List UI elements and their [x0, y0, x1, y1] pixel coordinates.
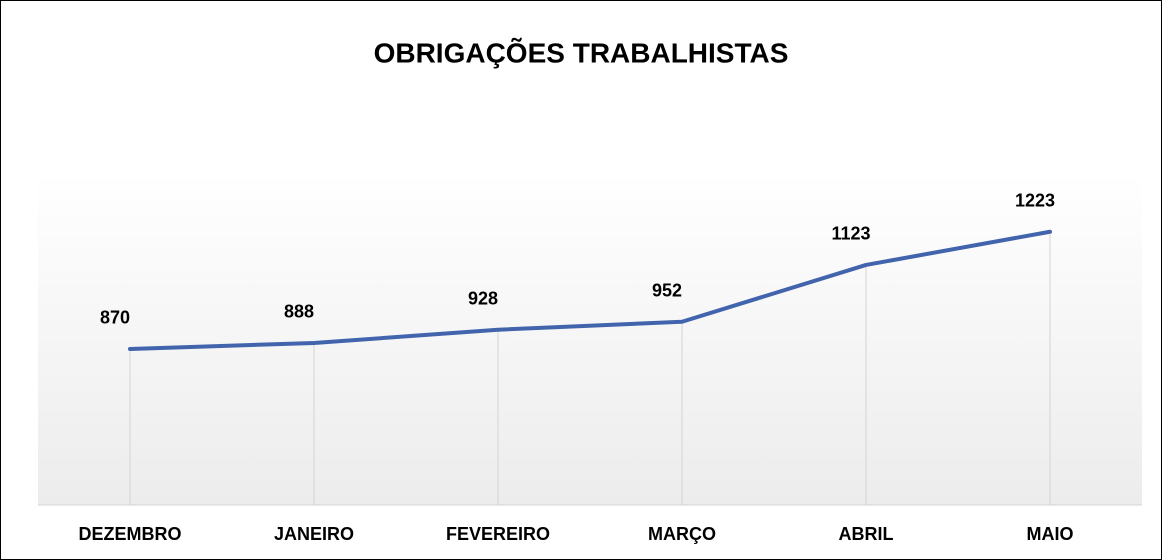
data-label: 1223: [1015, 191, 1055, 211]
data-label: 928: [468, 288, 498, 308]
x-tick-label: ABRIL: [839, 524, 894, 544]
x-tick-label: FEVEREIRO: [446, 524, 550, 544]
x-tick-label: DEZEMBRO: [79, 524, 182, 544]
data-label: 1123: [831, 224, 870, 244]
data-label: 870: [100, 308, 130, 328]
data-label: 952: [652, 280, 682, 300]
plot-area: [38, 173, 1142, 505]
chart-title: OBRIGAÇÕES TRABALHISTAS: [374, 37, 789, 68]
data-line: [128, 229, 1052, 351]
x-tick-label: MARÇO: [648, 524, 716, 544]
x-tick-label: MAIO: [1027, 524, 1074, 544]
x-tick-label: JANEIRO: [274, 524, 354, 544]
data-label: 888: [284, 302, 314, 322]
